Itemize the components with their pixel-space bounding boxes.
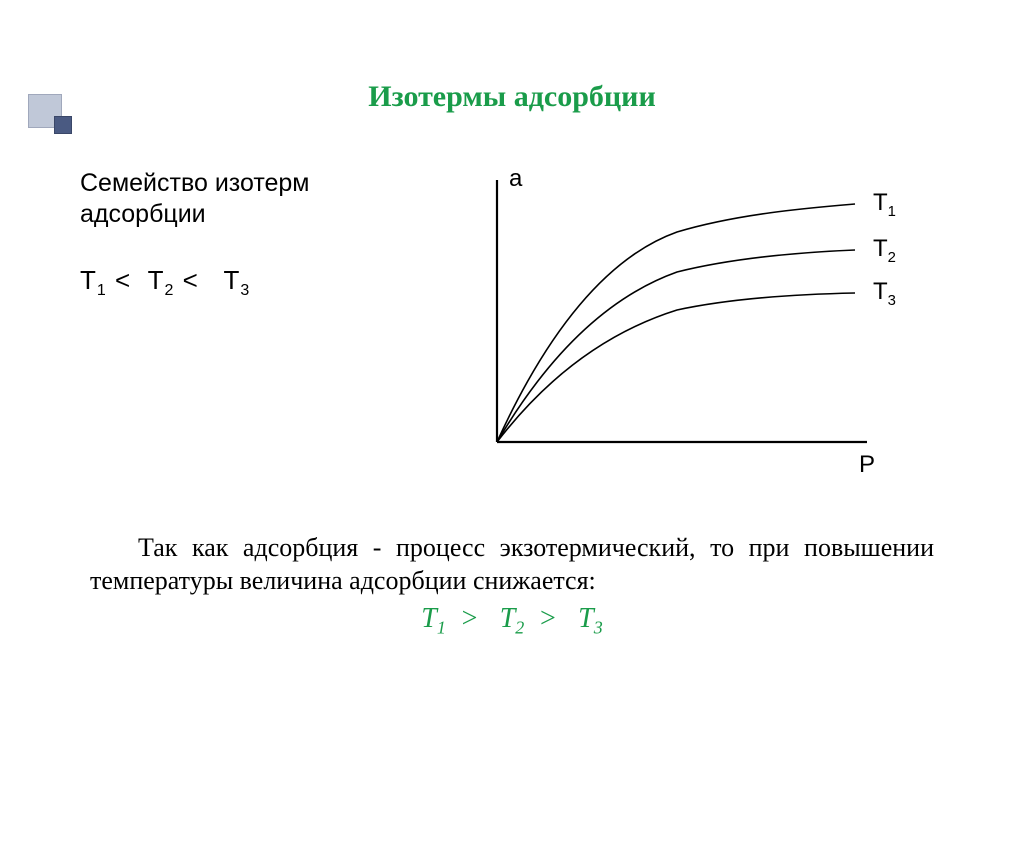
family-line-2: адсорбции <box>80 200 206 228</box>
x-axis-label: P <box>859 451 875 478</box>
series-label-2: T2 <box>873 235 896 266</box>
series-label-1: T1 <box>873 189 896 220</box>
isotherm-curve-1 <box>497 204 855 442</box>
page-title: Изотермы адсорбции <box>0 80 1024 114</box>
isotherm-chart: a P T1 T2 T3 <box>437 162 907 482</box>
deco-square-dark <box>54 116 72 134</box>
family-label: Семейство изотерм адсорбции <box>80 168 390 231</box>
temperature-inequality: T1 < T2 < T3 <box>80 265 390 300</box>
temperature-formula: T1 > T2 > T3 <box>0 603 1024 639</box>
explanation-text: Так как адсорбция - процесс экзотермичес… <box>90 533 934 595</box>
chart-container: a P T1 T2 T3 <box>390 162 954 482</box>
left-column: Семейство изотерм адсорбции T1 < T2 < T3 <box>80 162 390 300</box>
series-label-3: T3 <box>873 278 896 309</box>
family-line-1: Семейство изотерм <box>80 169 309 197</box>
isotherm-curve-3 <box>497 293 855 442</box>
y-axis-label: a <box>509 165 523 192</box>
content-row: Семейство изотерм адсорбции T1 < T2 < T3… <box>0 162 1024 482</box>
explanation-paragraph: Так как адсорбция - процесс экзотермичес… <box>90 532 934 597</box>
isotherm-curve-2 <box>497 250 855 442</box>
